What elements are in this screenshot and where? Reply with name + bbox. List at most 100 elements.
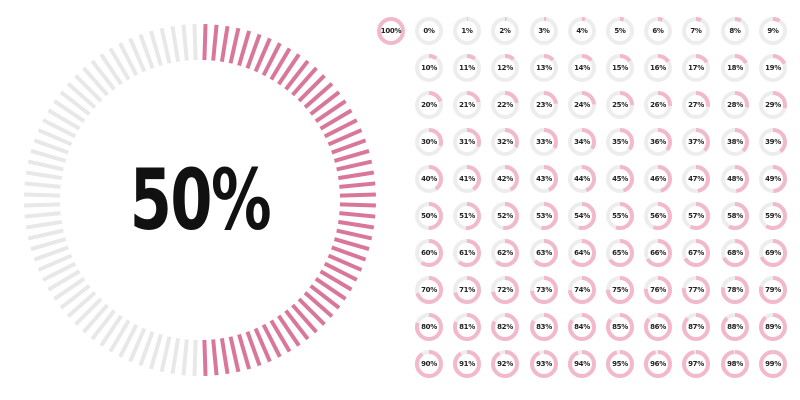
progress-ring-icon <box>721 239 749 267</box>
progress-indicator-label: 17% <box>688 64 704 72</box>
progress-ring-icon <box>759 239 787 267</box>
progress-ring-fill <box>682 313 710 341</box>
progress-indicator: 99% <box>758 349 788 379</box>
progress-ring-fill <box>415 276 443 304</box>
progress-ring-fill <box>682 91 710 119</box>
progress-indicator: 34% <box>567 127 597 157</box>
progress-indicator: 19% <box>758 53 788 83</box>
progress-ring-icon <box>759 54 787 82</box>
progress-ring-fill <box>644 54 672 82</box>
progress-ring-icon <box>759 91 787 119</box>
progress-ring-fill <box>644 313 672 341</box>
progress-ring-icon <box>606 128 634 156</box>
progress-indicator-label: 24% <box>574 101 590 109</box>
progress-ring-icon <box>530 276 558 304</box>
gauge-segment-filled <box>339 181 376 189</box>
progress-ring-fill <box>568 128 596 156</box>
progress-indicator: 74% <box>567 275 597 305</box>
progress-indicator-label: 20% <box>421 101 437 109</box>
progress-ring-icon <box>644 239 672 267</box>
progress-indicator: 13% <box>529 53 559 83</box>
gauge-segment-empty <box>74 297 103 326</box>
progress-indicator-label: 93% <box>536 360 552 368</box>
progress-indicator-label: 77% <box>688 286 704 294</box>
progress-indicator-label: 74% <box>574 286 590 294</box>
progress-indicator-label: 2% <box>499 27 511 35</box>
progress-ring-icon <box>682 202 710 230</box>
gauge-segment-empty <box>25 219 63 230</box>
progress-indicator-label: 31% <box>459 138 475 146</box>
progress-ring-fill <box>606 350 634 378</box>
gauge-segment-filled <box>237 333 252 370</box>
progress-indicator-label: 19% <box>765 64 781 72</box>
progress-ring-fill <box>491 350 519 378</box>
gauge-segment-filled <box>245 331 262 367</box>
progress-indicator-label: 45% <box>612 175 628 183</box>
gauge-segment-filled <box>211 339 219 376</box>
gauge-segment-filled <box>331 138 367 155</box>
progress-indicator-label: 62% <box>497 249 513 257</box>
progress-ring-fill <box>568 239 596 267</box>
progress-ring-icon <box>415 276 443 304</box>
progress-indicator: 45% <box>605 164 635 194</box>
progress-ring-fill <box>721 202 749 230</box>
progress-ring-fill <box>530 17 558 45</box>
progress-indicator: 14% <box>567 53 597 83</box>
progress-indicator-label: 51% <box>459 212 475 220</box>
progress-indicator: 60% <box>414 238 444 268</box>
progress-indicator-label: 35% <box>612 138 628 146</box>
progress-indicator: 93% <box>529 349 559 379</box>
gauge-segment-empty <box>37 253 73 272</box>
progress-indicator-label: 58% <box>727 212 743 220</box>
gauge-segment-empty <box>82 66 109 97</box>
progress-indicator-label: 37% <box>688 138 704 146</box>
gauge-segment-empty <box>33 138 69 155</box>
progress-ring-icon <box>415 350 443 378</box>
progress-indicator-label: 21% <box>459 101 475 109</box>
gauge-segment-filled <box>303 82 334 109</box>
progress-ring-icon <box>568 165 596 193</box>
gauge-segment-empty <box>128 37 147 73</box>
progress-ring-fill <box>759 128 787 156</box>
gauge-segment-empty <box>192 339 198 376</box>
gauge-segment-empty <box>90 309 116 341</box>
gauge-segment-empty <box>24 211 61 219</box>
gauge-segment-filled <box>291 303 318 334</box>
progress-indicator-label: 1% <box>461 27 473 35</box>
gauge-segment-filled <box>237 30 252 67</box>
progress-ring-icon <box>682 165 710 193</box>
gauge-segment-filled <box>339 202 376 208</box>
progress-indicator-label: 33% <box>536 138 552 146</box>
gauge-segment-empty <box>138 331 155 367</box>
gauge-segment-filled <box>297 297 326 326</box>
progress-ring-fill <box>530 313 558 341</box>
progress-indicator-label: 76% <box>650 286 666 294</box>
progress-ring-fill <box>568 202 596 230</box>
progress-ring-fill <box>759 91 787 119</box>
progress-indicator: 16% <box>643 53 673 83</box>
progress-ring-fill <box>453 128 481 156</box>
progress-ring-fill <box>682 350 710 378</box>
progress-indicator-label: 12% <box>497 64 513 72</box>
gauge-segment-empty <box>24 202 61 208</box>
progress-indicator: 59% <box>758 201 788 231</box>
progress-ring-fill <box>721 91 749 119</box>
progress-ring-icon <box>721 91 749 119</box>
progress-ring-fill <box>568 17 596 45</box>
progress-ring-icon <box>721 350 749 378</box>
progress-ring-fill <box>759 276 787 304</box>
progress-indicator: 32% <box>490 127 520 157</box>
progress-ring-icon <box>453 313 481 341</box>
progress-indicator-label: 82% <box>497 323 513 331</box>
progress-indicator: 55% <box>605 201 635 231</box>
gauge-segment-filled <box>261 42 282 77</box>
gauge-segment-filled <box>261 323 282 358</box>
progress-ring-fill <box>759 350 787 378</box>
progress-ring-icon <box>568 313 596 341</box>
gauge-segment-filled <box>333 148 370 163</box>
progress-ring-icon <box>759 165 787 193</box>
progress-indicator-label: 54% <box>574 212 590 220</box>
progress-indicator-label: 8% <box>729 27 741 35</box>
gauge-segment-filled <box>327 253 363 272</box>
progress-ring-fill <box>606 128 634 156</box>
